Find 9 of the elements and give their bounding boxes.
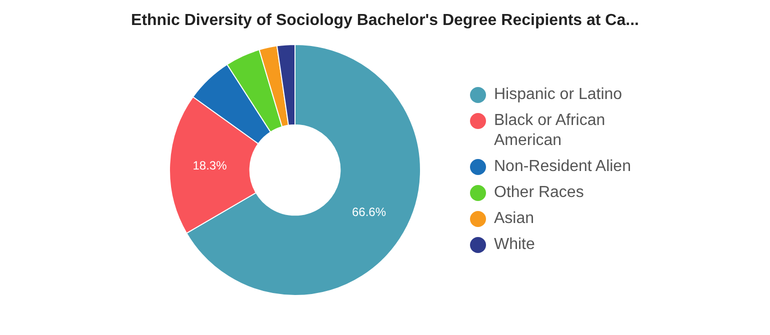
legend-label: Black or African American [494,111,606,151]
legend-label: Non-Resident Alien [494,157,631,177]
chart-title: Ethnic Diversity of Sociology Bachelor's Degree Recipients at Ca... [130,12,640,30]
data-label: 66.6% [352,204,386,219]
data-label: 18.3% [192,158,228,172]
legend-label: White [494,235,535,255]
legend-label: Other Races [494,183,584,203]
legend-label: Asian [494,209,534,229]
legend-label: Hispanic or Latino [494,85,622,105]
